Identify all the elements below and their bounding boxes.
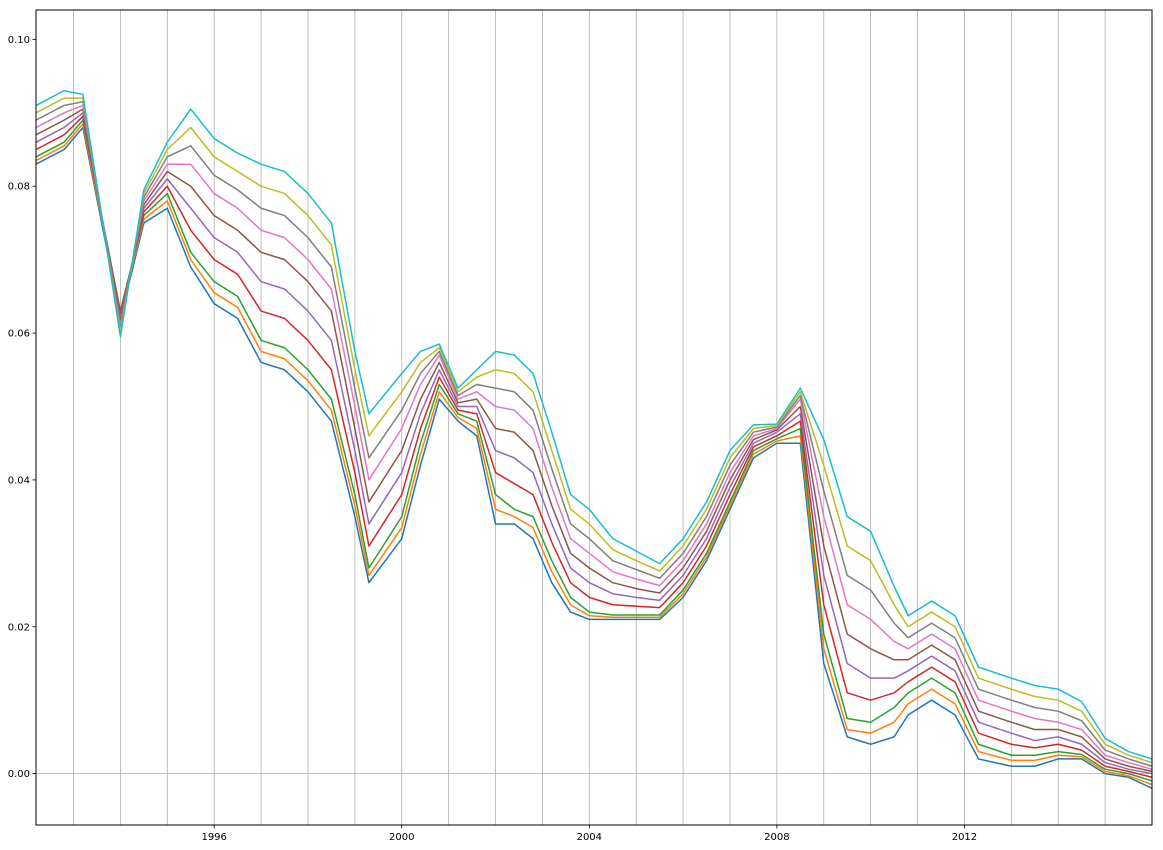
y-tick-label: 0.00 <box>8 769 30 780</box>
series-line-6 <box>35 108 1153 773</box>
y-tick-label: 0.02 <box>8 622 30 633</box>
x-axis: 1996 2000 2004 2008 2012 <box>201 825 977 843</box>
x-tick-label: 2012 <box>952 832 977 843</box>
y-tick-label: 0.08 <box>8 182 30 193</box>
series-line-1 <box>35 126 1153 789</box>
y-axis: 0.00 0.02 0.04 0.06 0.08 0.10 <box>8 35 36 780</box>
x-tick-label: 2004 <box>577 832 602 843</box>
y-tick-label: 0.06 <box>8 329 30 340</box>
series-line-4 <box>35 115 1153 778</box>
series-line-10 <box>35 90 1153 760</box>
plot-background <box>36 10 1152 825</box>
y-tick-label: 0.10 <box>8 35 30 46</box>
series-line-9 <box>35 97 1153 764</box>
plot-frame <box>35 9 1153 826</box>
series-line-7 <box>35 104 1153 770</box>
x-tick-label: 2008 <box>764 832 789 843</box>
series-line-3 <box>35 119 1153 782</box>
x-tick-label: 2000 <box>389 832 414 843</box>
series-line-2 <box>35 123 1153 786</box>
y-tick-label: 0.04 <box>8 475 30 486</box>
x-tick-label: 1996 <box>201 832 226 843</box>
series-line-5 <box>35 112 1153 775</box>
series-lines <box>35 90 1153 789</box>
grid-lines <box>36 10 1153 825</box>
series-line-8 <box>35 101 1153 767</box>
